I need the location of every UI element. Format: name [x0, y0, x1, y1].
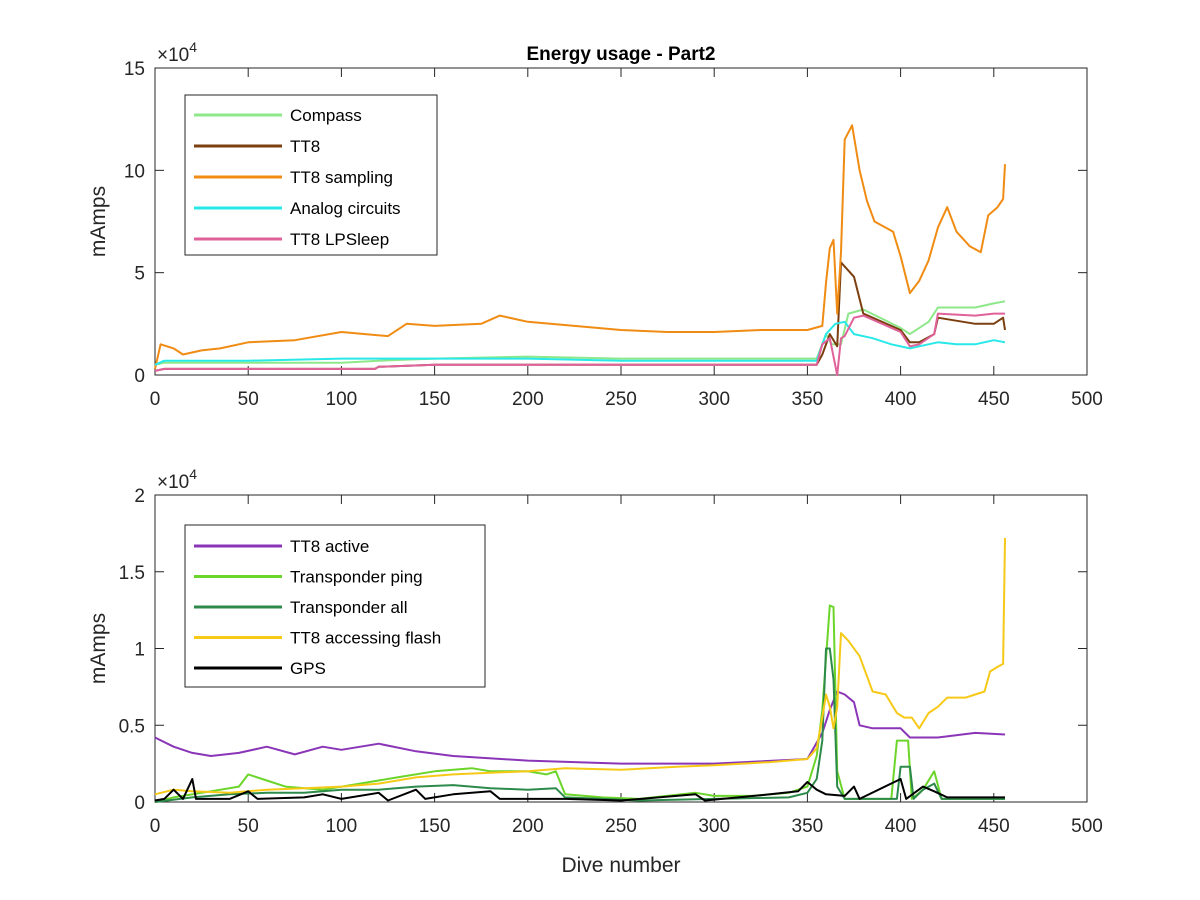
y-tick-label: 2 — [134, 486, 145, 507]
legend-entry: TT8 accessing flash — [290, 629, 441, 648]
y-tick-label: 10 — [124, 161, 145, 182]
exponent-base: ×10 — [157, 45, 189, 66]
exponent-base: ×10 — [157, 472, 189, 493]
exponent-power: 4 — [189, 466, 197, 482]
x-tick-label: 450 — [978, 816, 1010, 837]
legend-entry: TT8 active — [290, 537, 369, 556]
x-tick-label: 100 — [326, 389, 358, 410]
series-line-transponder-all — [154, 647, 1005, 803]
legend-entry: GPS — [290, 659, 326, 678]
series-line-tt8-accessing-flash — [154, 537, 1006, 796]
series-line-tt8-lpsleep — [154, 312, 1005, 376]
x-tick-label: 300 — [698, 816, 730, 837]
y-tick-label: 0.5 — [119, 716, 145, 737]
legend-entry: Compass — [290, 106, 362, 125]
x-tick-label: 500 — [1071, 389, 1103, 410]
y-tick-label: 0 — [134, 793, 145, 814]
legend-entry: TT8 sampling — [290, 168, 393, 187]
x-tick-label: 0 — [150, 816, 161, 837]
y-tick-label: 1.5 — [119, 563, 145, 584]
x-tick-label: 350 — [792, 816, 824, 837]
x-tick-label: 450 — [978, 389, 1010, 410]
exponent-power: 4 — [189, 39, 197, 55]
legend-entry: TT8 — [290, 137, 320, 156]
x-tick-label: 150 — [419, 816, 451, 837]
x-tick-label: 250 — [605, 816, 637, 837]
legend-entry: Analog circuits — [290, 199, 401, 218]
legend-entry: Transponder ping — [290, 568, 423, 587]
top-subplot: 0 50 100 150 200 250 300 350 400 450 500 0 5 10 15 ×104… — [87, 39, 1103, 410]
x-axis-label: Dive number — [561, 854, 680, 877]
x-tick-label: 300 — [698, 389, 730, 410]
series-line-gps — [154, 778, 1005, 802]
bottom-subplot: 0 50 100 150 200 250 300 350 400 450 500 0 0.5 1 1.5 2 ×… — [87, 466, 1103, 877]
x-tick-label: 0 — [150, 389, 161, 410]
legend-entry: TT8 LPSleep — [290, 230, 389, 249]
legend-box — [184, 94, 438, 256]
x-tick-label: 400 — [885, 816, 917, 837]
y-tick-label: 0 — [134, 366, 145, 387]
y-axis-label: mAmps — [87, 186, 110, 257]
x-tick-label: 200 — [512, 816, 544, 837]
series-line-tt8-active — [154, 690, 1006, 765]
x-tick-label: 500 — [1071, 816, 1103, 837]
x-tick-label: 50 — [238, 389, 259, 410]
y-axis-label: mAmps — [87, 613, 110, 684]
x-tick-label: 350 — [792, 389, 824, 410]
x-tick-label: 100 — [326, 816, 358, 837]
legend-1: Compass TT8 TT8 sampling Analog circuits TT8… — [184, 94, 438, 256]
y-exponent-label: ×104 — [157, 466, 197, 493]
x-tick-label: 250 — [605, 389, 637, 410]
x-tick-label: 200 — [512, 389, 544, 410]
series-line-tt8-sampling — [154, 124, 1006, 370]
y-tick-label: 5 — [134, 264, 145, 285]
legend-2: TT8 active Transponder ping Transponder al… — [184, 524, 486, 688]
series-line-analog-circuits — [154, 320, 1006, 366]
y-exponent-label: ×104 — [157, 39, 197, 66]
x-tick-label: 400 — [885, 389, 917, 410]
chart-title: Energy usage - Part2 — [526, 44, 715, 65]
x-tick-label: 150 — [419, 389, 451, 410]
x-tick-label: 50 — [238, 816, 259, 837]
legend-entry: Transponder all — [290, 598, 408, 617]
y-tick-label: 15 — [124, 59, 145, 80]
y-tick-label: 1 — [134, 640, 145, 661]
